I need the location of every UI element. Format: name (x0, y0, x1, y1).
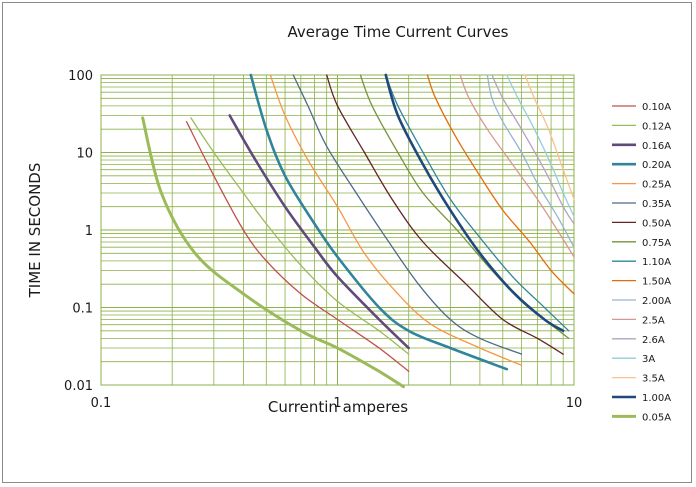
legend-item: 0.35A (612, 199, 671, 210)
legend-label: 0.20A (642, 160, 671, 171)
legend-label: 3.5A (642, 374, 665, 385)
y-tick-label: 0.1 (72, 302, 93, 317)
legend-label: 0.12A (642, 121, 671, 132)
legend-item: 1.50A (612, 277, 671, 288)
y-axis-title: TIME IN SECONDS (26, 163, 44, 299)
legend-label: 0.75A (642, 238, 671, 249)
legend-label: 3A (642, 354, 655, 365)
plot-area-border (100, 74, 575, 386)
series-line-1.00A (384, 73, 565, 333)
legend-label: 2.6A (642, 335, 665, 346)
legend-item: 2.6A (612, 335, 665, 346)
series-line-2.6A (491, 74, 575, 225)
series-line-2.00A (486, 74, 575, 248)
legend-item: 0.10A (612, 102, 671, 113)
tick-labels: 0.1 1 10 0.01 0.1 1 10 100 (64, 69, 582, 411)
legend-item: 3A (612, 354, 655, 365)
series-line-0.25A (269, 74, 523, 366)
legend-label: 0.25A (642, 180, 671, 191)
y-tick-label: 10 (76, 147, 93, 162)
y-tick-label: 0.01 (64, 379, 93, 394)
legend-label: 0.05A (642, 412, 671, 423)
series-line-0.12A (190, 117, 410, 355)
x-axis-title: Currentin amperes (268, 398, 408, 416)
y-tick-label: 100 (68, 69, 93, 84)
legend-item: 1.00A (612, 393, 671, 404)
series-line-3.5A (524, 74, 575, 200)
legend-item: 0.50A (612, 218, 671, 229)
x-tick-label: 10 (566, 396, 583, 411)
legend-label: 0.16A (642, 141, 671, 152)
series-line-0.16A (228, 114, 410, 350)
chart-frame (2, 2, 692, 483)
legend: 0.10A 0.12A 0.16A 0.20A 0.25A 0.35A 0.50A 0.75A… (612, 102, 671, 423)
legend-label: 2.5A (642, 315, 665, 326)
series-line-0.10A (185, 121, 410, 372)
legend-item: 0.05A (612, 412, 671, 423)
y-tick-label: 1 (85, 224, 93, 239)
series-line-0.50A (326, 74, 564, 355)
series-line-0.20A (249, 73, 509, 371)
series-line-1.10A (385, 74, 570, 332)
legend-label: 0.35A (642, 199, 671, 210)
legend-item: 0.16A (612, 141, 671, 152)
legend-item: 0.12A (612, 121, 671, 132)
x-tick-label: 1 (333, 396, 341, 411)
x-tick-label: 0.1 (91, 396, 112, 411)
legend-item: 3.5A (612, 374, 665, 385)
legend-item: 0.25A (612, 180, 671, 191)
legend-item: 2.5A (612, 315, 665, 326)
series-line-0.35A (292, 74, 523, 355)
legend-label: 2.00A (642, 296, 671, 307)
legend-item: 1.10A (612, 257, 671, 268)
series-line-2.5A (459, 74, 575, 258)
series-group (141, 73, 575, 389)
legend-label: 1.10A (642, 257, 671, 268)
series-line-0.05A (141, 116, 405, 389)
legend-label: 0.50A (642, 218, 671, 229)
legend-item: 2.00A (612, 296, 671, 307)
legend-item: 0.20A (612, 160, 671, 171)
chart-title: Average Time Current Curves (287, 23, 508, 41)
series-line-3A (506, 74, 575, 217)
legend-label: 1.00A (642, 393, 671, 404)
legend-item: 0.75A (612, 238, 671, 249)
series-line-1.50A (426, 74, 575, 295)
legend-label: 0.10A (642, 102, 671, 113)
legend-label: 1.50A (642, 277, 671, 288)
